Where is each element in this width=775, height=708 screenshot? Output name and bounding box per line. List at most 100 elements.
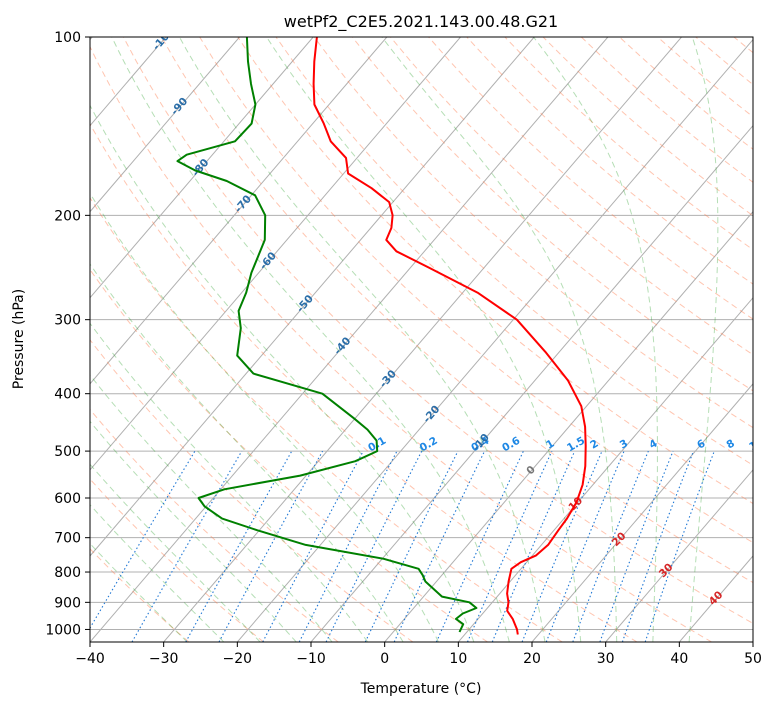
y-tick-label: 300 [54,313,81,329]
mixing-ratio-label: 2 [588,438,600,452]
x-tick-label: 30 [597,651,615,667]
dry-adiabat-line [351,37,753,392]
dry-adiabat-line [657,37,753,118]
mixing-ratio-line [262,450,364,642]
x-tick-label: −10 [296,651,326,667]
y-tick-label: 400 [54,387,81,403]
y-axis-label: Pressure (hPa) [11,289,27,389]
isotherm-gridline [384,210,753,642]
plot-frame [89,36,754,643]
x-tick-label: 0 [380,651,389,667]
mixing-ratio-label: 1 [544,438,556,452]
moist-adiabat-line [90,463,261,642]
x-tick-label: −20 [223,651,253,667]
y-tick-label: 700 [54,531,81,547]
moist-adiabat-line [111,37,510,642]
mixing-ratio-label: 10 [747,436,766,454]
y-tick-label: 500 [54,444,81,460]
isotherm-gridline [90,37,388,385]
moist-adiabat-line [90,192,439,642]
profile-lines [176,37,587,635]
dry-adiabat-line [90,548,190,642]
mixing-ratio-line [325,450,423,642]
dry-adiabat-line [428,37,753,320]
moist-adiabat-line [90,503,225,642]
mixing-ratio-line [644,450,715,642]
x-tick-label: 50 [744,651,762,667]
dry-adiabat-line [466,37,753,285]
x-tick-label: 40 [670,651,688,667]
line-labels: 0.10.20.40.611.52346810131620253036-100-… [150,25,766,608]
mixing-ratio-line [572,450,649,642]
mixing-ratio-line [185,450,293,642]
mixing-ratio-label: 8 [725,437,737,451]
dry-adiabat-line [199,37,753,544]
isotherm-gridline [605,469,753,642]
x-tick-label: −30 [149,651,179,667]
moist-adiabat-line [266,37,582,642]
isotherm-gridline [236,38,753,642]
background-lines [90,37,753,642]
mixing-ratio-line [218,450,324,642]
dry-adiabat-line [90,478,264,642]
moist-adiabat-line [90,420,297,642]
dry-adiabat-line [90,408,339,642]
dry-adiabat-line [90,45,712,642]
y-tick-label: 600 [54,491,81,507]
dry-adiabat-line [313,37,753,429]
y-tick-label: 200 [54,208,81,224]
dry-adiabat-line [275,37,753,466]
y-tick-label: 800 [54,565,81,581]
y-tick-label: 1000 [45,622,81,638]
y-axis-ticks: 100 200 300 400 500 600 700 800 900 1000 [45,30,90,638]
isotherm-gridline [752,641,753,642]
dry-adiabat-line [542,37,753,217]
dry-adiabat-line [237,37,753,505]
mixing-ratio-line [491,450,576,642]
mixing-ratio-line [599,450,674,642]
dry-adiabat-line [733,37,753,54]
moist-adiabat-line [90,263,404,642]
isotherm-gridline [531,383,753,642]
dry-adiabat-line [90,268,488,642]
x-axis-label: Temperature (°C) [360,681,482,697]
x-tick-label: −40 [75,651,105,667]
isotherm-gridline [163,37,682,642]
dry-adiabat-line [161,37,753,584]
isotherm-gridline [678,555,753,642]
y-tick-label: 900 [54,595,81,611]
mixing-ratio-line [545,450,625,642]
mixing-ratio-line [131,450,243,642]
isotherm-label: -100 [150,25,176,53]
moist-adiabat-line [178,37,546,642]
x-tick-label: 20 [523,651,541,667]
isotherm-gridline [457,296,753,642]
isotherm-gridline [90,37,240,213]
isotherm-gridline [90,37,461,471]
dry-adiabat-line [90,339,414,642]
isotherm-gridline [90,37,609,642]
mixing-ratio-line [466,450,553,642]
dry-adiabat-line [90,123,638,642]
x-axis-ticks: −40 −30 −20 −10 0 10 20 30 40 50 [75,642,762,667]
mixing-ratio-line [521,450,603,642]
mixing-ratio-line [393,450,486,642]
moist-adiabat-line [688,37,719,642]
temperature-profile-line [312,37,587,635]
dry-adiabat-line [90,196,563,642]
isotherm-gridline [90,37,314,299]
dry-adiabat-line [390,37,753,356]
moist-adiabat-line [381,37,618,642]
dry-adiabat-line [695,37,753,86]
dry-adiabat-line [122,37,753,624]
isotherm-gridline [310,124,753,642]
dewpoint-profile-line [176,37,478,633]
x-tick-label: 10 [449,651,467,667]
mixing-ratio-line [621,450,695,642]
mixing-ratio-line [364,450,459,642]
moist-adiabat-line [90,374,333,642]
chart-title: wetPf2_C2E5.2021.143.00.48.G21 [284,12,558,32]
moist-adiabat-line [533,37,658,642]
mixing-ratio-line [90,450,196,630]
